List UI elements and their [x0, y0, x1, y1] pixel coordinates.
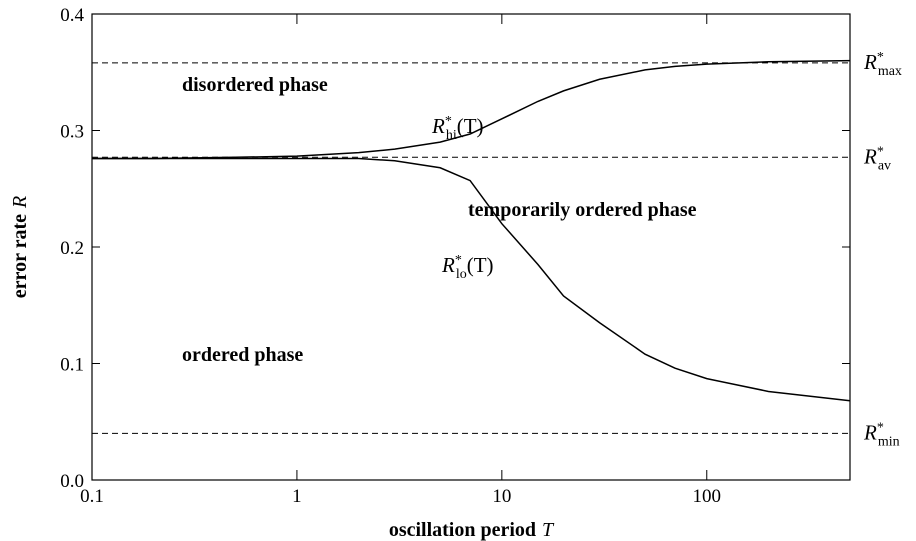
symbol: R — [863, 144, 877, 168]
math-label: R* lo(T) — [441, 253, 494, 282]
subscript: min — [878, 434, 900, 449]
superscript: * — [877, 50, 884, 65]
region-label: disordered phase — [182, 74, 328, 96]
subscript: av — [878, 158, 891, 173]
region-label: ordered phase — [182, 344, 303, 366]
symbol: R — [863, 50, 877, 74]
y-tick-label: 0.0 — [60, 471, 84, 492]
symbol: R — [431, 114, 445, 138]
x-tick-label: 100 — [693, 486, 722, 507]
symbol: R — [441, 253, 455, 277]
y-axis-label: error rate R — [9, 196, 31, 298]
series-line — [92, 59, 851, 160]
math-label: R* max — [863, 50, 902, 79]
y-tick-label: 0.4 — [60, 5, 84, 26]
y-axis-label-text: error rate — [9, 214, 31, 298]
suffix: (T) — [467, 253, 494, 277]
math-label: R* hi(T) — [431, 114, 484, 143]
y-tick-label: 0.3 — [60, 122, 84, 143]
superscript: * — [877, 144, 884, 159]
subscript: max — [878, 64, 902, 79]
math-label: R* av — [863, 144, 891, 173]
y-axis-label-var: R — [9, 196, 31, 209]
x-axis-label: oscillation period T — [389, 519, 555, 541]
y-tick-label: 0.2 — [60, 238, 84, 259]
x-axis-label-text: oscillation period — [389, 519, 536, 541]
suffix: (T) — [457, 114, 484, 138]
superscript: * — [455, 253, 462, 268]
subscript: hi — [446, 128, 457, 143]
region-label: temporarily ordered phase — [468, 199, 697, 221]
series-line — [92, 157, 851, 402]
x-tick-label: 10 — [492, 486, 511, 507]
y-tick-label: 0.1 — [60, 355, 84, 376]
subscript: lo — [456, 267, 467, 282]
superscript: * — [445, 114, 452, 129]
x-tick-label: 0.1 — [80, 486, 104, 507]
symbol: R — [863, 420, 877, 444]
x-tick-label: 1 — [292, 486, 302, 507]
superscript: * — [877, 420, 884, 435]
math-label: R* min — [863, 420, 900, 449]
x-axis-label-var: T — [542, 519, 555, 541]
